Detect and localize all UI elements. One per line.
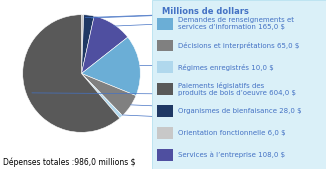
Text: Services à l’entreprise 108,0 $: Services à l’entreprise 108,0 $ bbox=[178, 151, 285, 158]
Wedge shape bbox=[82, 74, 123, 118]
Text: 11 %: 11 % bbox=[114, 19, 177, 28]
Text: 3 %: 3 % bbox=[91, 11, 172, 20]
Text: 1 %: 1 % bbox=[85, 10, 172, 19]
Wedge shape bbox=[82, 15, 84, 74]
Text: 7 %: 7 % bbox=[131, 102, 172, 111]
Text: 60 %: 60 % bbox=[32, 89, 177, 98]
Text: Millions de dollars: Millions de dollars bbox=[162, 7, 249, 16]
Text: 1 %: 1 % bbox=[122, 113, 172, 122]
Wedge shape bbox=[82, 74, 136, 116]
Wedge shape bbox=[82, 37, 140, 96]
Wedge shape bbox=[82, 16, 128, 74]
Text: Paiements législatifs des
produits de bois d’oeuvre 604,0 $: Paiements législatifs des produits de bo… bbox=[178, 82, 296, 96]
FancyBboxPatch shape bbox=[157, 18, 172, 30]
Text: 17 %: 17 % bbox=[140, 61, 177, 70]
FancyBboxPatch shape bbox=[157, 127, 172, 139]
Text: Organismes de bienfaisance 28,0 $: Organismes de bienfaisance 28,0 $ bbox=[178, 108, 301, 114]
FancyBboxPatch shape bbox=[157, 40, 172, 51]
Text: Dépenses totales :986,0 millions $: Dépenses totales :986,0 millions $ bbox=[3, 158, 136, 167]
FancyBboxPatch shape bbox=[157, 83, 172, 95]
FancyBboxPatch shape bbox=[157, 105, 172, 117]
Text: Régimes enregistrés 10,0 $: Régimes enregistrés 10,0 $ bbox=[178, 64, 274, 71]
FancyBboxPatch shape bbox=[157, 61, 172, 73]
Text: Décisions et interprétations 65,0 $: Décisions et interprétations 65,0 $ bbox=[178, 42, 299, 49]
FancyBboxPatch shape bbox=[157, 149, 172, 161]
Wedge shape bbox=[82, 15, 94, 74]
Text: Demandes de renseignements et
services d’information 165,0 $: Demandes de renseignements et services d… bbox=[178, 17, 294, 30]
Text: Orientation fonctionnelle 6,0 $: Orientation fonctionnelle 6,0 $ bbox=[178, 130, 285, 136]
Wedge shape bbox=[23, 15, 120, 132]
FancyBboxPatch shape bbox=[152, 0, 326, 169]
